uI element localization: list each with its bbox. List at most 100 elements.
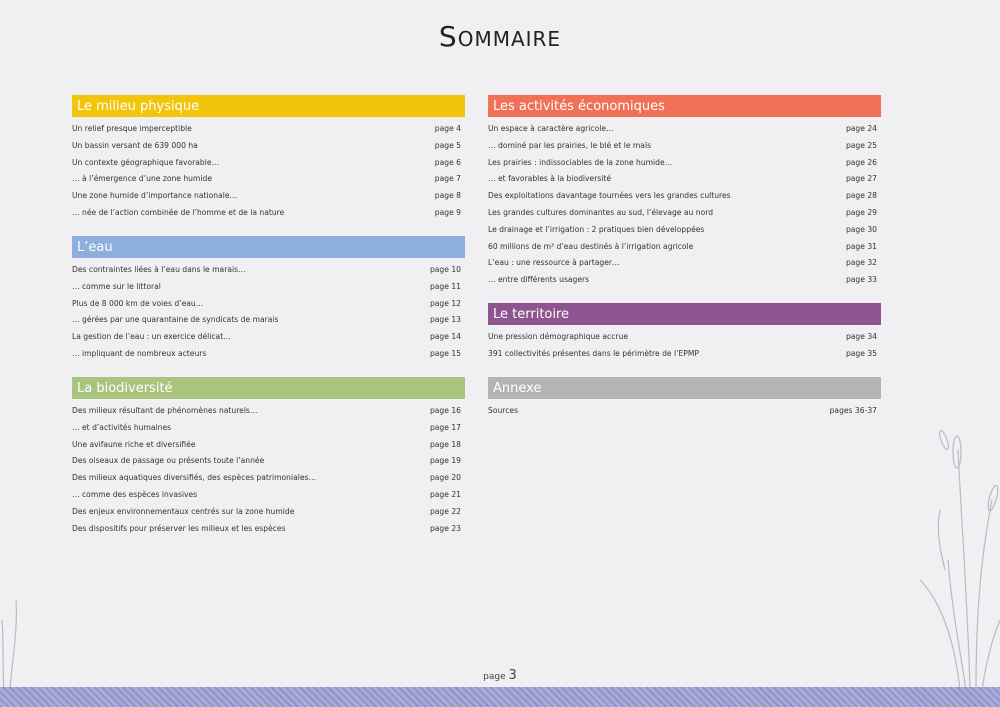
toc-entry-page: page 11 [429,281,461,291]
toc-entry[interactable]: Une pression démographique accrue page 34 [488,329,881,346]
section-annexe: Annexe Sources pages 36-37 [488,377,881,420]
toc-entry[interactable]: … impliquant de nombreux acteurs page 15 [72,346,465,363]
toc-entry[interactable]: Plus de 8 000 km de voies d’eau… page 12 [72,296,465,313]
toc-entry[interactable]: … née de l’action combinée de l’homme et… [72,205,465,222]
toc-entry[interactable]: Un contexte géographique favorable… page … [72,155,465,172]
toc-entry-label: … née de l’action combinée de l’homme et… [72,207,285,217]
section-header: L’eau [72,236,465,258]
toc-entry-label: … dominé par les prairies, le blé et le … [488,140,652,150]
toc-entry-page: page 8 [434,191,461,201]
toc-entry[interactable]: 391 collectivités présentes dans le péri… [488,346,881,363]
section-eau: L’eau Des contraintes liées à l’eau dans… [72,236,465,363]
page-number: page 3 [0,668,1000,683]
toc-entry-page: page 30 [845,224,877,234]
toc-entry-label: Sources [488,406,519,415]
toc-entry-page: page 34 [845,332,877,341]
toc-entry-label: Une pression démographique accrue [488,332,629,341]
toc-entry-label: Les prairies : indissociables de la zone… [488,157,673,167]
toc-entry-label: … et d’activités humaines [72,422,172,432]
entry-list: Une pression démographique accrue page 34… [488,329,881,363]
toc-entry-label: Plus de 8 000 km de voies d’eau… [72,298,204,308]
toc-entry-label: 60 millions de m³ d’eau destinés à l’irr… [488,241,694,251]
toc-entry[interactable]: Un espace à caractère agricole… page 24 [488,121,881,138]
toc-entry-page: page 24 [845,124,877,133]
toc-entry-page: page 6 [434,157,461,167]
toc-entry-label: Un relief presque imperceptible [72,124,192,133]
toc-entry-page: page 21 [429,489,461,499]
toc-entry-label: Des exploitations davantage tournées ver… [488,191,731,201]
toc-entry[interactable]: … et d’activités humaines page 17 [72,420,465,437]
page-title: Sommaire [438,20,562,53]
toc-entry[interactable]: Des contraintes liées à l’eau dans le ma… [72,262,465,279]
toc-entry-page: page 17 [429,422,461,432]
toc-entry-page: page 26 [845,157,877,167]
toc-entry-page: page 15 [429,348,461,358]
section-milieu-physique: Le milieu physique Un relief presque imp… [72,95,465,222]
toc-entry[interactable]: Une zone humide d’importance nationale… p… [72,188,465,205]
toc-entry-label: Un bassin versant de 639 000 ha [72,140,198,150]
toc-entry[interactable]: … et favorables à la biodiversité page 27 [488,171,881,188]
toc-entry-label: Des dispositifs pour préserver les milie… [72,523,286,533]
toc-entry-label: L’eau : une ressource à partager… [488,258,620,268]
toc-entry-label: Des milieux résultant de phénomènes natu… [72,406,258,415]
toc-entry[interactable]: … gérées par une quarantaine de syndicat… [72,312,465,329]
toc-entry-page: page 4 [434,124,461,133]
toc-entry[interactable]: Des exploitations davantage tournées ver… [488,188,881,205]
toc-entry[interactable]: … à l’émergence d’une zone humide page 7 [72,171,465,188]
toc-entry-label: Les grandes cultures dominantes au sud, … [488,207,714,217]
toc-entry-label: … à l’émergence d’une zone humide [72,174,212,184]
toc-entry[interactable]: Une avifaune riche et diversifiée page 18 [72,437,465,454]
toc-entry[interactable]: … comme des espèces invasives page 21 [72,487,465,504]
section-biodiversite: La biodiversité Des milieux résultant de… [72,377,465,537]
section-territoire: Le territoire Une pression démographique… [488,303,881,363]
toc-entry-label: Des oiseaux de passage ou présents toute… [72,456,265,466]
toc-entry[interactable]: La gestion de l’eau : un exercice délica… [72,329,465,346]
entry-list: Des milieux résultant de phénomènes natu… [72,403,465,537]
entry-list: Sources pages 36-37 [488,403,881,420]
toc-entry[interactable]: Les prairies : indissociables de la zone… [488,155,881,172]
toc-entry[interactable]: Des enjeux environnementaux centrés sur … [72,504,465,521]
toc-entry-label: 391 collectivités présentes dans le péri… [488,348,700,358]
toc-entry-page: page 16 [429,406,461,415]
toc-entry-page: page 12 [429,298,461,308]
toc-entry[interactable]: … dominé par les prairies, le blé et le … [488,138,881,155]
toc-entry[interactable]: Un relief presque imperceptible page 4 [72,121,465,138]
section-header: Le milieu physique [72,95,465,117]
toc-entry[interactable]: Le drainage et l’irrigation : 2 pratique… [488,222,881,239]
toc-entry-label: Des milieux aquatiques diversifiés, des … [72,473,317,483]
toc-entry-page: page 5 [434,140,461,150]
toc-entry-label: … impliquant de nombreux acteurs [72,348,207,358]
section-header: Le territoire [488,303,881,325]
footer-band [0,687,1000,707]
toc-entry-page: pages 36-37 [829,406,877,415]
toc-entry-label: Une avifaune riche et diversifiée [72,439,196,449]
toc-entry[interactable]: Des milieux aquatiques diversifiés, des … [72,470,465,487]
toc-entry-page: page 14 [429,332,461,342]
toc-entry[interactable]: … comme sur le littoral page 11 [72,279,465,296]
toc-entry[interactable]: Les grandes cultures dominantes au sud, … [488,205,881,222]
toc-entry-page: page 18 [429,439,461,449]
toc-entry-label: … comme des espèces invasives [72,489,198,499]
toc-entry[interactable]: Des dispositifs pour préserver les milie… [72,521,465,538]
toc-entry-label: Des enjeux environnementaux centrés sur … [72,506,295,516]
toc-entry-page: page 23 [429,523,461,533]
toc-entry-page: page 7 [434,174,461,184]
toc-entry-page: page 31 [845,241,877,251]
toc-entry-label: … gérées par une quarantaine de syndicat… [72,315,279,325]
toc-entry-label: Des contraintes liées à l’eau dans le ma… [72,265,246,274]
toc-entry-page: page 28 [845,191,877,201]
entry-list: Un relief presque imperceptible page 4 Un … [72,121,465,222]
entry-list: Des contraintes liées à l’eau dans le ma… [72,262,465,363]
toc-entry[interactable]: 60 millions de m³ d’eau destinés à l’irr… [488,239,881,256]
toc-entry[interactable]: Des milieux résultant de phénomènes natu… [72,403,465,420]
toc-entry[interactable]: L’eau : une ressource à partager… page 32 [488,255,881,272]
section-header: La biodiversité [72,377,465,399]
toc-entry-page: page 22 [429,506,461,516]
toc-entry-label: Un espace à caractère agricole… [488,124,614,133]
toc-entry-page: page 29 [845,207,877,217]
toc-entry[interactable]: … entre différents usagers page 33 [488,272,881,289]
section-header: Annexe [488,377,881,399]
toc-entry[interactable]: Sources pages 36-37 [488,403,881,420]
toc-entry[interactable]: Des oiseaux de passage ou présents toute… [72,453,465,470]
toc-entry[interactable]: Un bassin versant de 639 000 ha page 5 [72,138,465,155]
